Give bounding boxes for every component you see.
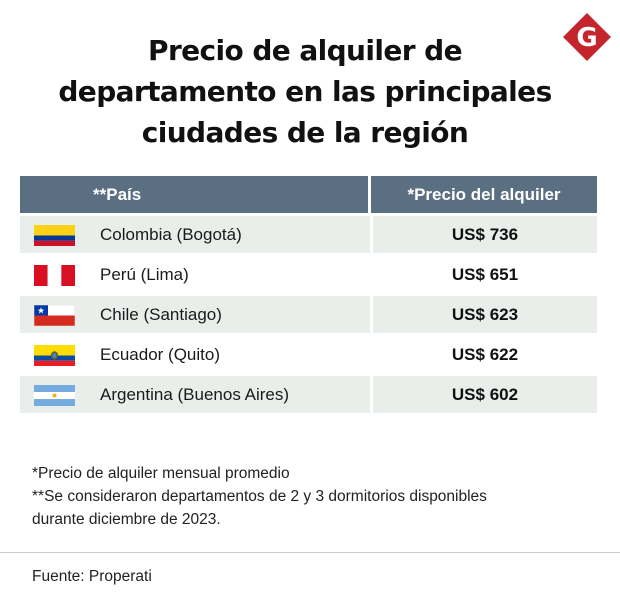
city-name: Perú (Lima)	[100, 264, 189, 284]
footnote-bedrooms-line-1: **Se consideraron departamentos de 2 y 3…	[32, 488, 487, 505]
chile-flag-icon	[34, 305, 75, 326]
table-row: Perú (Lima) US$ 651	[20, 256, 597, 293]
gestion-logo: G	[563, 13, 611, 61]
title-line-3: ciudades de la región	[141, 116, 469, 149]
city-name: Argentina (Buenos Aires)	[100, 384, 289, 404]
divider	[0, 552, 620, 553]
argentina-flag-icon	[34, 385, 75, 406]
column-header-country: **País	[93, 184, 142, 204]
price-value: US$ 602	[370, 376, 597, 413]
svg-text:G: G	[576, 23, 597, 53]
column-header-price: *Precio del alquiler	[368, 176, 597, 213]
table-row: Chile (Santiago) US$ 623	[20, 296, 597, 333]
price-value: US$ 651	[370, 256, 597, 293]
city-name: Colombia (Bogotá)	[100, 224, 242, 244]
table-header: **País *Precio del alquiler	[20, 176, 597, 213]
country-cell: Argentina (Buenos Aires)	[20, 376, 370, 413]
country-cell: Colombia (Bogotá)	[20, 216, 370, 253]
page-title: Precio de alquiler de departamento en la…	[40, 30, 570, 153]
table-row: Colombia (Bogotá) US$ 736	[20, 216, 597, 253]
country-cell: Chile (Santiago)	[20, 296, 370, 333]
source-credit: Fuente: Properati	[32, 568, 152, 585]
ecuador-flag-icon	[34, 345, 75, 366]
table-row: Argentina (Buenos Aires) US$ 602	[20, 376, 597, 413]
country-cell: Ecuador (Quito)	[20, 336, 370, 373]
city-name: Chile (Santiago)	[100, 304, 222, 324]
footnotes: *Precio de alquiler mensual promedio **S…	[32, 462, 592, 531]
title-line-2: departamento en las principales	[58, 75, 552, 108]
footnote-average: *Precio de alquiler mensual promedio	[32, 465, 290, 482]
price-value: US$ 622	[370, 336, 597, 373]
footnote-bedrooms-line-2: durante diciembre de 2023.	[32, 511, 221, 528]
city-name: Ecuador (Quito)	[100, 344, 220, 364]
price-value: US$ 736	[370, 216, 597, 253]
country-cell: Perú (Lima)	[20, 256, 370, 293]
rent-price-table: **País *Precio del alquiler Colombia (Bo…	[20, 176, 597, 413]
peru-flag-icon	[34, 265, 75, 286]
colombia-flag-icon	[34, 225, 75, 246]
table-row: Ecuador (Quito) US$ 622	[20, 336, 597, 373]
price-value: US$ 623	[370, 296, 597, 333]
title-line-1: Precio de alquiler de	[148, 34, 463, 67]
